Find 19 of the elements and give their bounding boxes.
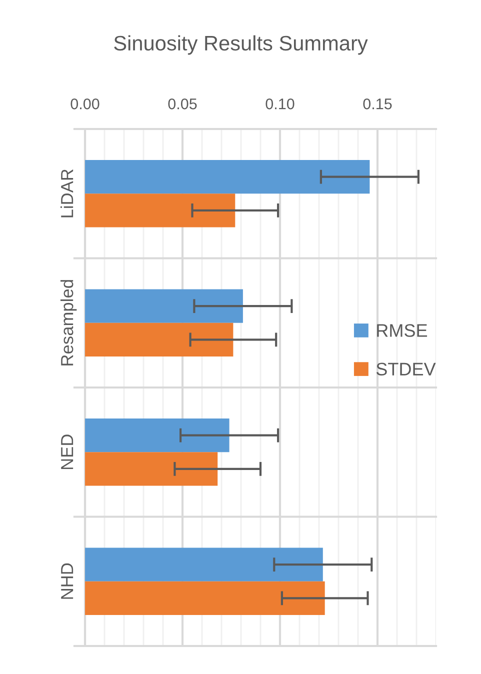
bar <box>85 452 218 486</box>
x-tick-label: 0.00 <box>70 98 100 110</box>
bar <box>85 194 236 228</box>
x-tick-label: 0.15 <box>363 98 392 110</box>
legend-label: RMSE <box>377 324 428 337</box>
y-tick-label: Resampled <box>60 280 77 366</box>
bar <box>85 581 325 615</box>
bar <box>85 322 234 356</box>
bar <box>85 548 323 582</box>
chart-title: Sinuosity Results Summary <box>114 35 368 55</box>
x-tick-label: 0.10 <box>266 98 294 110</box>
bar <box>85 418 230 452</box>
y-tick-label: NHD <box>61 563 74 599</box>
x-tick-label: 0.05 <box>168 98 197 110</box>
bar <box>85 289 243 323</box>
y-tick-label: LiDAR <box>60 169 74 218</box>
y-tick-label: NED <box>61 434 74 470</box>
bar <box>85 160 370 194</box>
legend-label: STDEV <box>376 362 436 376</box>
